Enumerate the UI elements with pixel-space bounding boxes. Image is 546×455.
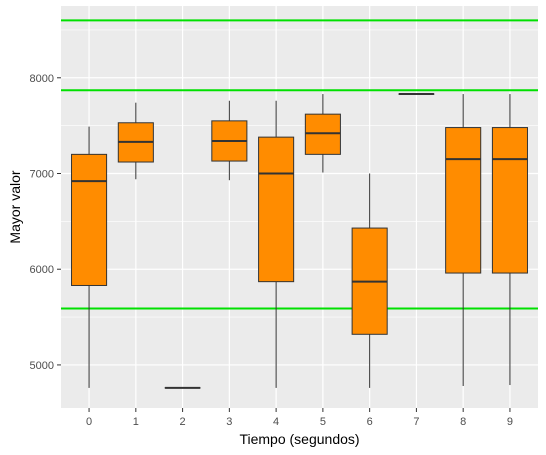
boxes xyxy=(71,93,528,389)
x-tick-label: 5 xyxy=(320,416,326,428)
x-tick-label: 8 xyxy=(460,416,466,428)
y-tick-label: 6000 xyxy=(30,264,54,276)
box-4 xyxy=(258,100,295,388)
box-6 xyxy=(351,173,388,388)
y-tick-label: 5000 xyxy=(30,360,54,372)
x-tick-label: 4 xyxy=(273,416,279,428)
x-tick-label: 1 xyxy=(133,416,139,428)
box-0 xyxy=(71,126,108,388)
box-9 xyxy=(491,94,528,386)
x-tick-label: 2 xyxy=(180,416,186,428)
box-body xyxy=(71,153,108,286)
y-tick-label: 7000 xyxy=(30,169,54,181)
x-tick-label: 9 xyxy=(507,416,513,428)
y-axis-ticks: 5000 6000 7000 8000 xyxy=(30,73,61,372)
reference-lines xyxy=(61,19,538,310)
x-tick-label: 0 xyxy=(86,416,92,428)
box-8 xyxy=(445,94,482,386)
x-axis-title: Tiempo (segundos) xyxy=(239,431,359,447)
box-5 xyxy=(304,94,341,173)
x-tick-label: 6 xyxy=(367,416,373,428)
x-axis-ticks: 0 1 2 3 4 5 6 7 8 9 xyxy=(86,408,513,428)
x-tick-label: 7 xyxy=(413,416,419,428)
box-body xyxy=(445,127,482,274)
y-tick-label: 8000 xyxy=(30,73,54,85)
box-body xyxy=(258,136,295,283)
box-1 xyxy=(117,102,154,180)
x-tick-label: 3 xyxy=(226,416,232,428)
y-axis-title: Mayor valor xyxy=(7,170,23,243)
box-3 xyxy=(211,100,248,181)
box-body xyxy=(491,127,528,274)
